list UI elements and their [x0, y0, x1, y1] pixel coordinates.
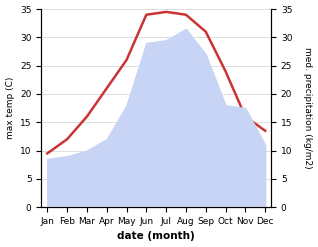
Y-axis label: med. precipitation (kg/m2): med. precipitation (kg/m2)	[303, 47, 313, 169]
X-axis label: date (month): date (month)	[117, 231, 195, 242]
Y-axis label: max temp (C): max temp (C)	[5, 77, 15, 139]
